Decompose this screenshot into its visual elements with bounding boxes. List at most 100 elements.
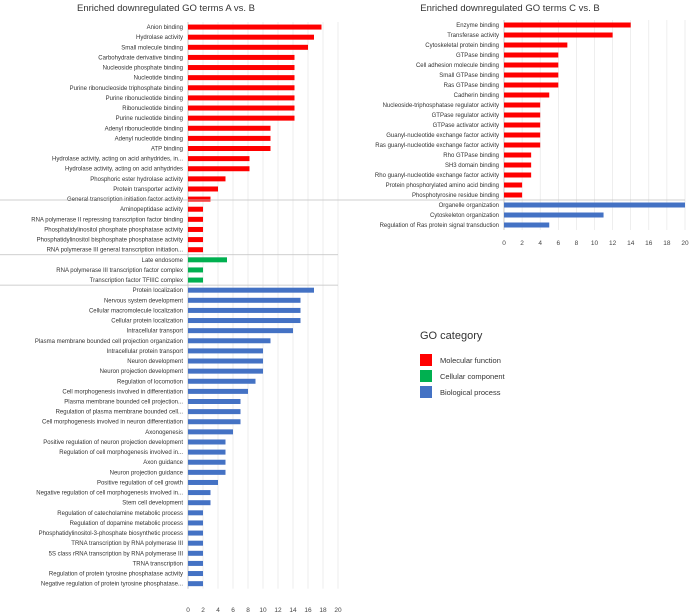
chart-1-bar-phosphatidylinositol-3-phosphate-biosynthetic-process [188, 530, 203, 536]
chart-1-label-stem-cell-development: Stem cell development [122, 501, 183, 507]
chart-2-bar-phosphotyrosine-residue-binding [504, 192, 523, 198]
chart-1-label-purine-ribonucleoside-triphosphate-binding: Purine ribonucleoside triphosphate bindi… [70, 86, 183, 92]
chart-1-label-regulation-of-catecholamine-metabolic-process: Regulation of catecholamine metabolic pr… [57, 511, 183, 517]
chart-2-label-gtpase-activator-activity: GTPase activator activity [433, 123, 499, 129]
chart-1-tick-label: 14 [289, 607, 297, 614]
chart-1-bar-phosphatidylinositol-phosphate-phosphatase-activity [188, 226, 203, 232]
chart-2-bar-rho-guanyl-nucleotide-exchange-factor-activity [504, 172, 532, 178]
chart-1-bar-positive-regulation-of-neuron-projection-development [188, 439, 226, 445]
chart-2-label-ras-guanyl-nucleotide-exchange-factor-activity: Ras guanyl-nucleotide exchange factor ac… [375, 143, 499, 149]
chart-1-title: Enriched downregulated GO terms A vs. B [77, 3, 255, 14]
chart-1-label-phosphatidylinositol-phosphate-phosphatase-activity: Phosphatidylinositol phosphate phosphata… [44, 227, 183, 233]
chart-2-bar-cell-adhesion-molecule-binding [504, 62, 559, 68]
chart-2-tick-label: 6 [556, 240, 560, 247]
chart-2-label-cell-adhesion-molecule-binding: Cell adhesion molecule binding [416, 63, 499, 69]
chart-1-label-carbohydrate-derivative-binding: Carbohydrate derivative binding [98, 55, 183, 61]
chart-1-label-regulation-of-cell-morphogenesis-involved-in: Regulation of cell morphogenesis involve… [59, 450, 183, 456]
chart-1-bar-plasma-membrane-bounded-cell-projection [188, 399, 241, 404]
chart-1-bar-axon-guidance [188, 459, 226, 465]
chart-1-bar-hydrolase-activity [188, 34, 314, 40]
chart-1-bar-neuron-projection-guidance [188, 469, 226, 475]
chart-1-label-plasma-membrane-bounded-cell-projection-organization: Plasma membrane bounded cell projection … [35, 339, 183, 345]
chart-2-bar-organelle-organization [504, 202, 685, 208]
chart-2-label-cytoskeletal-protein-binding: Cytoskeletal protein binding [425, 43, 499, 49]
chart-2-title: Enriched downregulated GO terms C vs. B [420, 3, 600, 14]
chart-1-bar-adenyl-ribonucleotide-binding [188, 125, 271, 131]
chart-2-bar-regulation-of-ras-protein-signal-transduction [504, 222, 550, 228]
chart-1-bar-carbohydrate-derivative-binding [188, 54, 295, 60]
chart-1-label-neuron-projection-guidance: Neuron projection guidance [110, 470, 184, 476]
chart-1-bar-rna-polymerase-iii-transcription-factor-complex [188, 267, 203, 273]
chart-1-bar-trna-transcription [188, 560, 203, 566]
chart-1-bar-regulation-of-locomotion [188, 378, 256, 384]
chart-2-label-gtpase-binding: GTPase binding [456, 53, 499, 59]
chart-2-bar-transferase-activity [504, 32, 613, 38]
legend-title: GO category [420, 330, 483, 342]
chart-2-label-cytoskeleton-organization: Cytoskeleton organization [430, 213, 499, 219]
chart-2-bar-gtpase-binding [504, 52, 559, 58]
chart-2-bar-rho-gtpase-binding [504, 152, 532, 158]
chart-1-label-regulation-of-dopamine-metabolic-process: Regulation of dopamine metabolic process [70, 521, 183, 527]
chart-2-tick-label: 12 [609, 240, 617, 247]
chart-2-bar-sh3-domain-binding [504, 162, 532, 168]
chart-1-bar-phosphoric-ester-hydrolase-activity [188, 176, 226, 182]
chart-2-label-enzyme-binding: Enzyme binding [456, 23, 499, 29]
chart-1-label-plasma-membrane-bounded-cell-projection: Plasma membrane bounded cell projection.… [64, 400, 183, 406]
chart-1-bar-intracellular-transport [188, 328, 293, 334]
chart-1-bar-cell-morphogenesis-involved-in-differentiation [188, 388, 248, 394]
chart-1-label-nucleoside-phosphate-binding: Nucleoside phosphate binding [103, 66, 183, 72]
chart-1-bar-purine-nucleotide-binding [188, 115, 295, 121]
chart-1-label-negative-regulation-of-cell-morphogenesis-involved-in: Negative regulation of cell morphogenesi… [36, 491, 183, 497]
legend-item-biological-process: Biological process [420, 384, 620, 400]
chart-1-bar-purine-ribonucleotide-binding [188, 95, 295, 101]
chart-1-bar-hydrolase-activity-acting-on-acid-anhydrides [188, 166, 250, 172]
chart-2-bar-gtpase-activator-activity [504, 122, 541, 128]
chart-2-label-phosphotyrosine-residue-binding: Phosphotyrosine residue binding [412, 193, 499, 199]
chart-1-label-trna-transcription-by-rna-polymerase-iii: TRNA transcription by RNA polymerase III [71, 541, 183, 547]
legend-swatch-cellular-component [420, 370, 432, 382]
chart-1-label-small-molecule-binding: Small molecule binding [121, 45, 183, 51]
chart-2-bar-enzyme-binding [504, 22, 631, 28]
chart-1-label-rna-polymerase-ii-repressing-transcription-factor-binding: RNA polymerase II repressing transcripti… [31, 217, 183, 223]
chart-1-label-cellular-macromolecule-localization: Cellular macromolecule localization [89, 308, 183, 314]
chart-2-tick-label: 18 [663, 240, 671, 247]
chart-2-label-ras-gtpase-binding: Ras GTPase binding [444, 83, 499, 89]
chart-1-bar-nucleoside-phosphate-binding [188, 65, 295, 71]
chart-1-label-cell-morphogenesis-involved-in-differentiation: Cell morphogenesis involved in different… [62, 389, 183, 395]
chart-1-label-adenyl-nucleotide-binding: Adenyl nucleotide binding [115, 136, 183, 142]
chart-2-label-gtpase-regulator-activity: GTPase regulator activity [432, 113, 499, 119]
legend-item-molecular-function: Molecular function [420, 352, 620, 368]
chart-2-tick-label: 8 [575, 240, 579, 247]
chart-1-tick-label: 6 [231, 607, 235, 614]
chart-1-label-neuron-development: Neuron development [127, 359, 183, 365]
chart-1-label-hydrolase-activity: Hydrolase activity [136, 35, 183, 41]
go-category-legend: GO category Molecular function Cellular … [420, 330, 620, 400]
chart-1-bar-protein-transporter-activity [188, 186, 218, 192]
chart-1-label-atp-binding: ATP binding [151, 147, 183, 153]
chart-2-tick-label: 0 [502, 240, 506, 247]
chart-1-label-late-endosome: Late endosome [142, 258, 184, 264]
chart-1-bar-nervous-system-development [188, 297, 301, 303]
chart-1-tick-label: 20 [334, 607, 342, 614]
chart-1-label-intracellular-protein-transport: Intracellular protein transport [107, 349, 184, 355]
chart-1-bar-late-endosome [188, 257, 227, 263]
chart-1-bar-intracellular-protein-transport [188, 348, 263, 354]
chart-2-label-regulation-of-ras-protein-signal-transduction: Regulation of Ras protein signal transdu… [380, 223, 499, 229]
legend-label-molecular-function: Molecular function [440, 355, 501, 365]
chart-1-label-regulation-of-plasma-membrane-bounded-cell: Regulation of plasma membrane bounded ce… [56, 410, 184, 416]
chart-1-label-cell-morphogenesis-involved-in-neuron-differentiation: Cell morphogenesis involved in neuron di… [42, 420, 183, 426]
chart-1-bar-negative-regulation-of-cell-morphogenesis-involved-in [188, 490, 211, 496]
chart-1-label-axon-guidance: Axon guidance [143, 460, 183, 466]
chart-1-bar-ribonucleotide-binding [188, 105, 295, 111]
chart-2-bar-gtpase-regulator-activity [504, 112, 541, 118]
chart-1-label-transcription-factor-tfiiic-complex: Transcription factor TFIIIC complex [90, 278, 183, 284]
chart-1-label-purine-ribonucleotide-binding: Purine ribonucleotide binding [106, 96, 183, 102]
chart-1-label-neuron-projection-development: Neuron projection development [100, 369, 184, 375]
chart-1-label-anion-binding: Anion binding [147, 25, 183, 31]
chart-1-bar-cellular-protein-localization [188, 318, 301, 324]
chart-2-label-cadherin-binding: Cadherin binding [454, 93, 499, 99]
legend-label-cellular-component: Cellular component [440, 371, 505, 381]
chart-1-bar-cellular-macromolecule-localization [188, 307, 301, 313]
chart-2-label-nucleoside-triphosphatase-regulator-activity: Nucleoside-triphosphatase regulator acti… [383, 103, 499, 109]
